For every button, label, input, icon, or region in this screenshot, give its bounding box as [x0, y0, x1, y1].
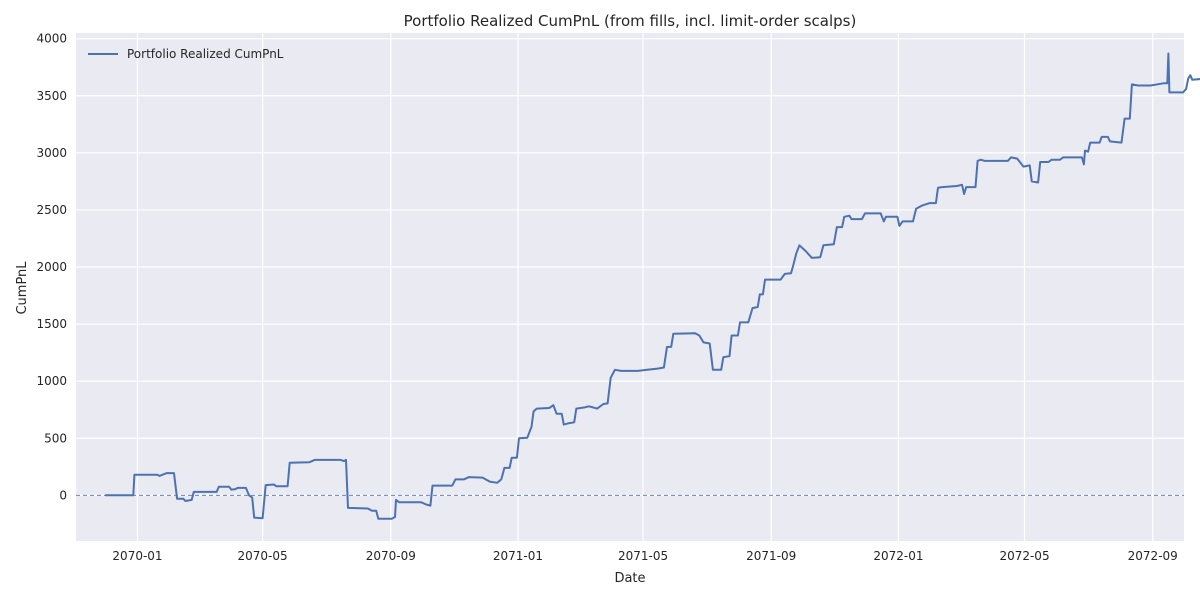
y-tick-label: 3500: [36, 89, 67, 103]
y-tick-label: 3000: [36, 146, 67, 160]
y-axis-label: CumPnL: [15, 261, 30, 315]
x-tick-labels: 2070-01 2070-05 2070-09 2071-01 2071-05 2071-…: [112, 549, 1177, 563]
y-tick-label: 2500: [36, 203, 67, 217]
y-tick-label: 2000: [36, 260, 67, 274]
y-tick-label: 500: [44, 431, 67, 445]
x-tick-label: 2071-09: [746, 549, 796, 563]
chart-title: Portfolio Realized CumPnL (from fills, i…: [404, 12, 857, 30]
plot-background: [76, 33, 1184, 541]
x-axis-label: Date: [614, 571, 645, 586]
y-tick-label: 0: [59, 488, 67, 502]
x-tick-label: 2070-09: [366, 549, 416, 563]
grid-lines: [76, 33, 1184, 541]
legend: Portfolio Realized CumPnL: [88, 47, 284, 61]
x-tick-label: 2071-01: [493, 549, 543, 563]
y-tick-label: 4000: [36, 32, 67, 46]
legend-label: Portfolio Realized CumPnL: [127, 47, 284, 61]
y-tick-label: 1000: [36, 374, 67, 388]
x-tick-label: 2072-09: [1128, 549, 1178, 563]
y-tick-labels: 0 500 1000 1500 2000 2500 3000 3500 4000: [36, 32, 67, 503]
x-tick-label: 2071-05: [618, 549, 668, 563]
y-tick-label: 1500: [36, 317, 67, 331]
x-tick-label: 2070-01: [112, 549, 162, 563]
x-tick-label: 2070-05: [238, 549, 288, 563]
x-tick-label: 2072-01: [873, 549, 923, 563]
x-tick-label: 2072-05: [999, 549, 1049, 563]
series-line-portfolio-cumpnl: [105, 52, 1200, 520]
